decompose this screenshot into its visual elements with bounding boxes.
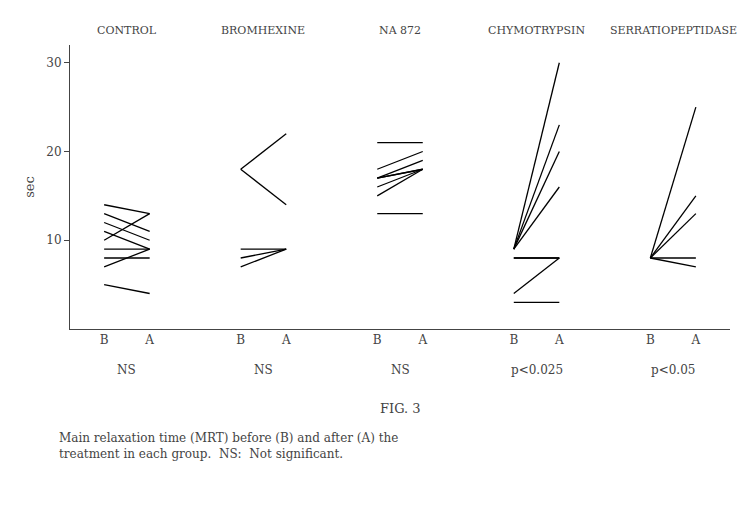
svg-text:A: A: [691, 333, 701, 347]
svg-text:B: B: [100, 333, 109, 347]
svg-text:NA 872: NA 872: [379, 24, 421, 37]
svg-text:A: A: [281, 333, 291, 347]
svg-text:20: 20: [46, 145, 61, 159]
svg-text:BROMHEXINE: BROMHEXINE: [221, 24, 305, 37]
svg-text:CHYMOTRYPSIN: CHYMOTRYPSIN: [488, 24, 585, 37]
svg-text:B: B: [236, 333, 245, 347]
svg-text:A: A: [554, 333, 564, 347]
svg-text:A: A: [417, 333, 427, 347]
svg-text:NS: NS: [254, 363, 273, 377]
svg-text:p<0.025: p<0.025: [511, 363, 563, 377]
svg-text:10: 10: [46, 233, 61, 247]
svg-text:NS: NS: [391, 363, 410, 377]
svg-text:CONTROL: CONTROL: [97, 24, 157, 37]
svg-text:FIG. 3: FIG. 3: [380, 401, 421, 416]
svg-text:B: B: [509, 333, 518, 347]
svg-text:NS: NS: [117, 363, 136, 377]
svg-text:B: B: [373, 333, 382, 347]
svg-text:p<0.05: p<0.05: [651, 363, 695, 377]
svg-text:SERRATIOPEPTIDASE: SERRATIOPEPTIDASE: [610, 24, 737, 37]
svg-text:Main relaxation time (MRT) bef: Main relaxation time (MRT) before (B) an…: [59, 431, 398, 461]
svg-text:B: B: [646, 333, 655, 347]
svg-text:30: 30: [46, 56, 61, 70]
svg-text:A: A: [144, 333, 154, 347]
svg-text:sec: sec: [22, 176, 37, 198]
